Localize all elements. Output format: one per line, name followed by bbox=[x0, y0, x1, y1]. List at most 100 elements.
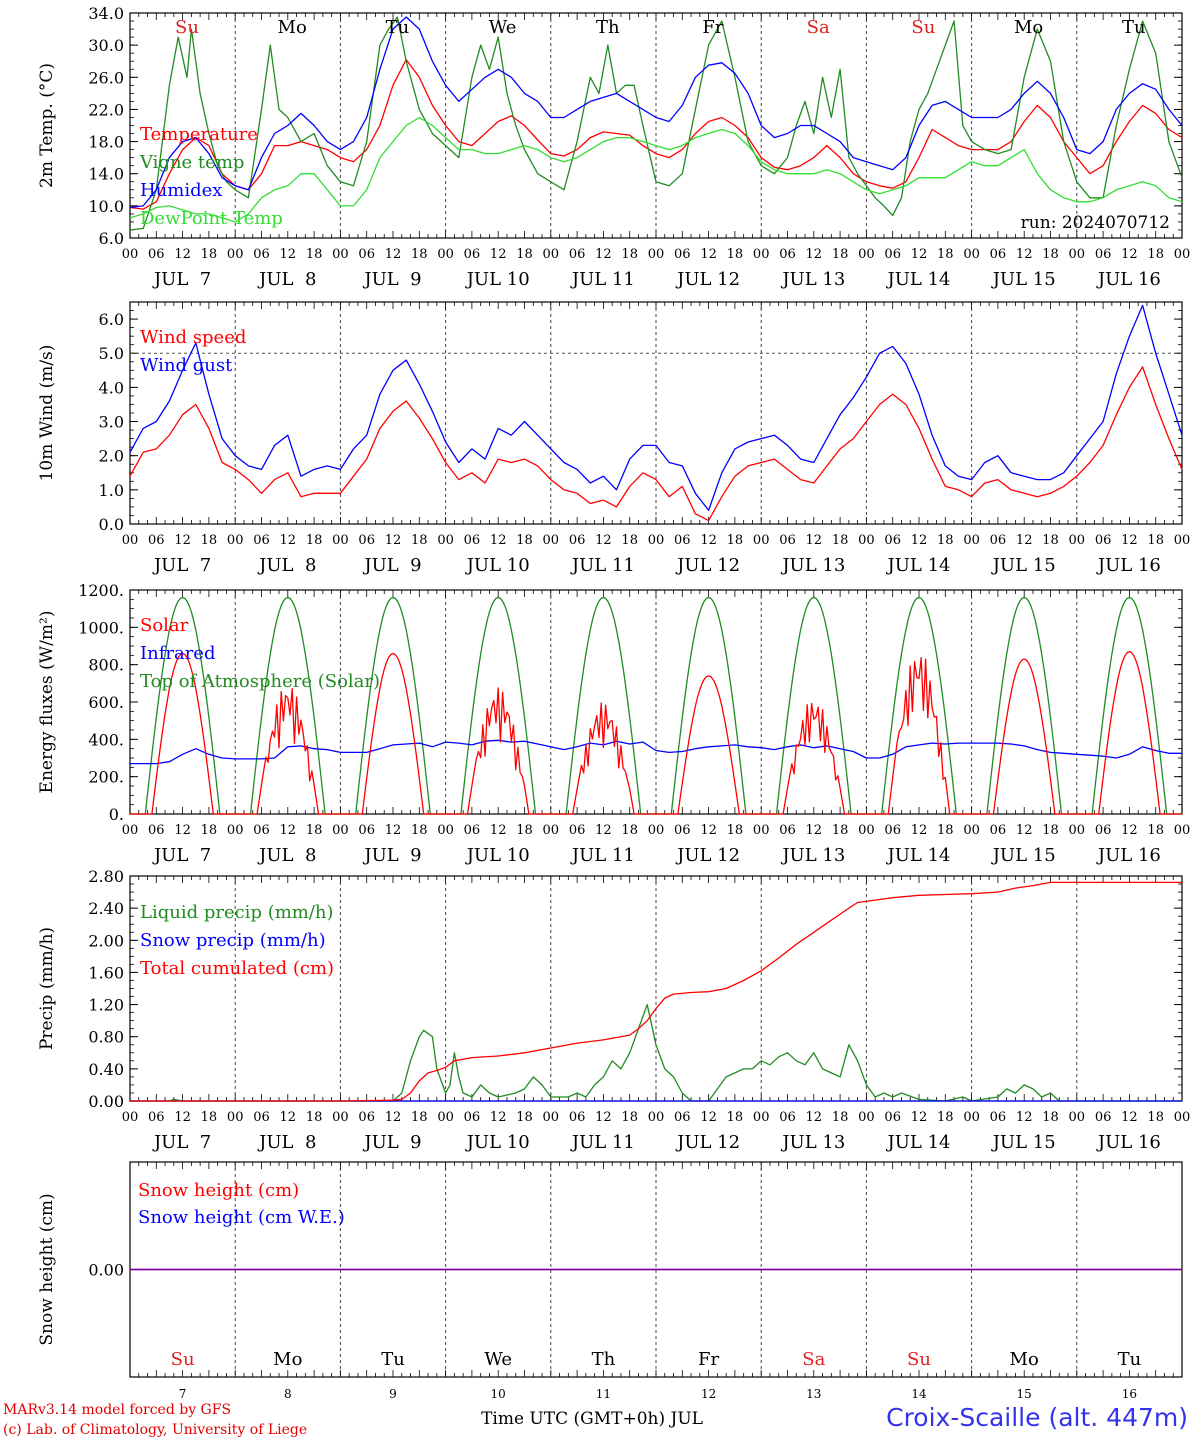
hour-label: 06 bbox=[148, 247, 165, 262]
date-label: JUL 15 bbox=[991, 555, 1056, 576]
hour-label: 06 bbox=[674, 1110, 691, 1125]
hour-label: 12 bbox=[280, 823, 297, 838]
hour-label: 06 bbox=[464, 247, 481, 262]
legend-entry: DewPoint Temp bbox=[140, 208, 283, 229]
weekday-label: Fr bbox=[702, 17, 723, 38]
hour-label: 00 bbox=[437, 823, 454, 838]
weekday-label: Mo bbox=[1014, 17, 1043, 38]
hour-label: 06 bbox=[990, 247, 1007, 262]
date-label: JUL 15 bbox=[991, 269, 1056, 290]
y-tick-label: 34.0 bbox=[88, 4, 124, 23]
hour-label: 18 bbox=[621, 533, 638, 548]
hour-label: 00 bbox=[858, 1110, 875, 1125]
hour-label: 06 bbox=[779, 247, 796, 262]
series-line bbox=[130, 881, 1182, 1102]
series-line bbox=[130, 1003, 1182, 1102]
hour-label: 06 bbox=[884, 247, 901, 262]
hour-label: 00 bbox=[122, 533, 139, 548]
run-label: run: 2024070712 bbox=[1021, 213, 1170, 233]
y-tick-label: 5.0 bbox=[99, 344, 124, 363]
hour-label: 06 bbox=[358, 247, 375, 262]
hour-label: 00 bbox=[1174, 533, 1191, 548]
date-label: JUL 9 bbox=[362, 1132, 421, 1153]
hour-label: 18 bbox=[1147, 1110, 1164, 1125]
weekday-label: We bbox=[484, 1349, 512, 1370]
hour-label: 18 bbox=[1147, 823, 1164, 838]
hour-label: 12 bbox=[806, 247, 823, 262]
hour-label: 12 bbox=[1121, 533, 1138, 548]
hour-label: 00 bbox=[437, 247, 454, 262]
hour-label: 06 bbox=[148, 533, 165, 548]
weekday-label: Tu bbox=[1118, 1349, 1142, 1370]
weekday-label: Su bbox=[907, 1349, 931, 1370]
hour-label: 18 bbox=[1147, 533, 1164, 548]
hour-label: 06 bbox=[464, 533, 481, 548]
hour-label: 18 bbox=[937, 1110, 954, 1125]
weekday-label: Th bbox=[592, 1349, 616, 1370]
y-tick-label: 0.0 bbox=[99, 515, 124, 534]
hour-label: 06 bbox=[253, 823, 270, 838]
hour-label: 18 bbox=[411, 823, 428, 838]
y-tick-label: 18.0 bbox=[88, 133, 124, 152]
weekday-label: Fr bbox=[698, 1349, 719, 1370]
hour-label: 00 bbox=[332, 823, 349, 838]
y-tick-label: 1.60 bbox=[88, 963, 124, 982]
hour-label: 00 bbox=[122, 247, 139, 262]
hour-label: 18 bbox=[306, 1110, 323, 1125]
date-label: JUL 14 bbox=[886, 1132, 951, 1153]
date-label: JUL 8 bbox=[257, 555, 316, 576]
day-number: 12 bbox=[701, 1387, 716, 1401]
hour-label: 18 bbox=[201, 1110, 218, 1125]
panel-2: 0.0 1.0 2.0 3.0 4.0 5.0 6.0 10m Wind (m/s) Wind … bbox=[37, 301, 1191, 576]
date-label: JUL 10 bbox=[465, 269, 530, 290]
y-tick-label: 22.0 bbox=[88, 100, 124, 119]
hour-label: 06 bbox=[569, 533, 586, 548]
hour-label: 18 bbox=[832, 247, 849, 262]
hour-label: 12 bbox=[280, 247, 297, 262]
hour-label: 12 bbox=[385, 823, 402, 838]
hour-label: 18 bbox=[1042, 533, 1059, 548]
legend-entry: Snow height (cm W.E.) bbox=[138, 1207, 345, 1228]
hour-label: 06 bbox=[674, 533, 691, 548]
hour-label: 00 bbox=[437, 533, 454, 548]
hour-label: 06 bbox=[674, 823, 691, 838]
date-label: JUL 13 bbox=[780, 1132, 845, 1153]
panel-4: 0.00 0.40 0.80 1.20 1.60 2.00 2.40 2.80 Precip (… bbox=[37, 867, 1190, 1153]
hour-label: 12 bbox=[595, 533, 612, 548]
weekday-label: Tu bbox=[381, 1349, 405, 1370]
hour-label: 06 bbox=[464, 823, 481, 838]
hour-label: 12 bbox=[700, 823, 717, 838]
date-label: JUL 11 bbox=[570, 269, 635, 290]
hour-label: 18 bbox=[727, 247, 744, 262]
hour-label: 18 bbox=[1042, 247, 1059, 262]
hour-label: 12 bbox=[174, 533, 191, 548]
hour-label: 18 bbox=[937, 823, 954, 838]
hour-label: 12 bbox=[385, 533, 402, 548]
hour-label: 12 bbox=[490, 247, 507, 262]
hour-label: 18 bbox=[1147, 247, 1164, 262]
hour-label: 18 bbox=[1042, 1110, 1059, 1125]
legend-entry: Temperature bbox=[140, 124, 258, 145]
hour-label: 00 bbox=[332, 533, 349, 548]
hour-label: 12 bbox=[174, 823, 191, 838]
y-axis-label: Energy fluxes (W/m²) bbox=[37, 611, 57, 794]
date-label: JUL 12 bbox=[675, 1132, 740, 1153]
hour-label: 06 bbox=[990, 1110, 1007, 1125]
hour-label: 18 bbox=[516, 1110, 533, 1125]
hour-label: 18 bbox=[411, 247, 428, 262]
date-label: JUL 12 bbox=[675, 269, 740, 290]
hour-label: 00 bbox=[1069, 1110, 1086, 1125]
y-tick-label: 4.0 bbox=[99, 378, 124, 397]
hour-label: 12 bbox=[174, 247, 191, 262]
hour-label: 18 bbox=[727, 823, 744, 838]
hour-label: 00 bbox=[858, 247, 875, 262]
hour-label: 18 bbox=[621, 247, 638, 262]
hour-label: 12 bbox=[700, 533, 717, 548]
y-tick-label: 30.0 bbox=[88, 36, 124, 55]
day-number: 9 bbox=[389, 1387, 397, 1401]
hour-label: 12 bbox=[490, 533, 507, 548]
y-tick-label: 2.80 bbox=[88, 867, 124, 886]
hour-label: 00 bbox=[858, 823, 875, 838]
y-tick-label: 0.00 bbox=[88, 1092, 124, 1111]
hour-label: 12 bbox=[1016, 1110, 1033, 1125]
